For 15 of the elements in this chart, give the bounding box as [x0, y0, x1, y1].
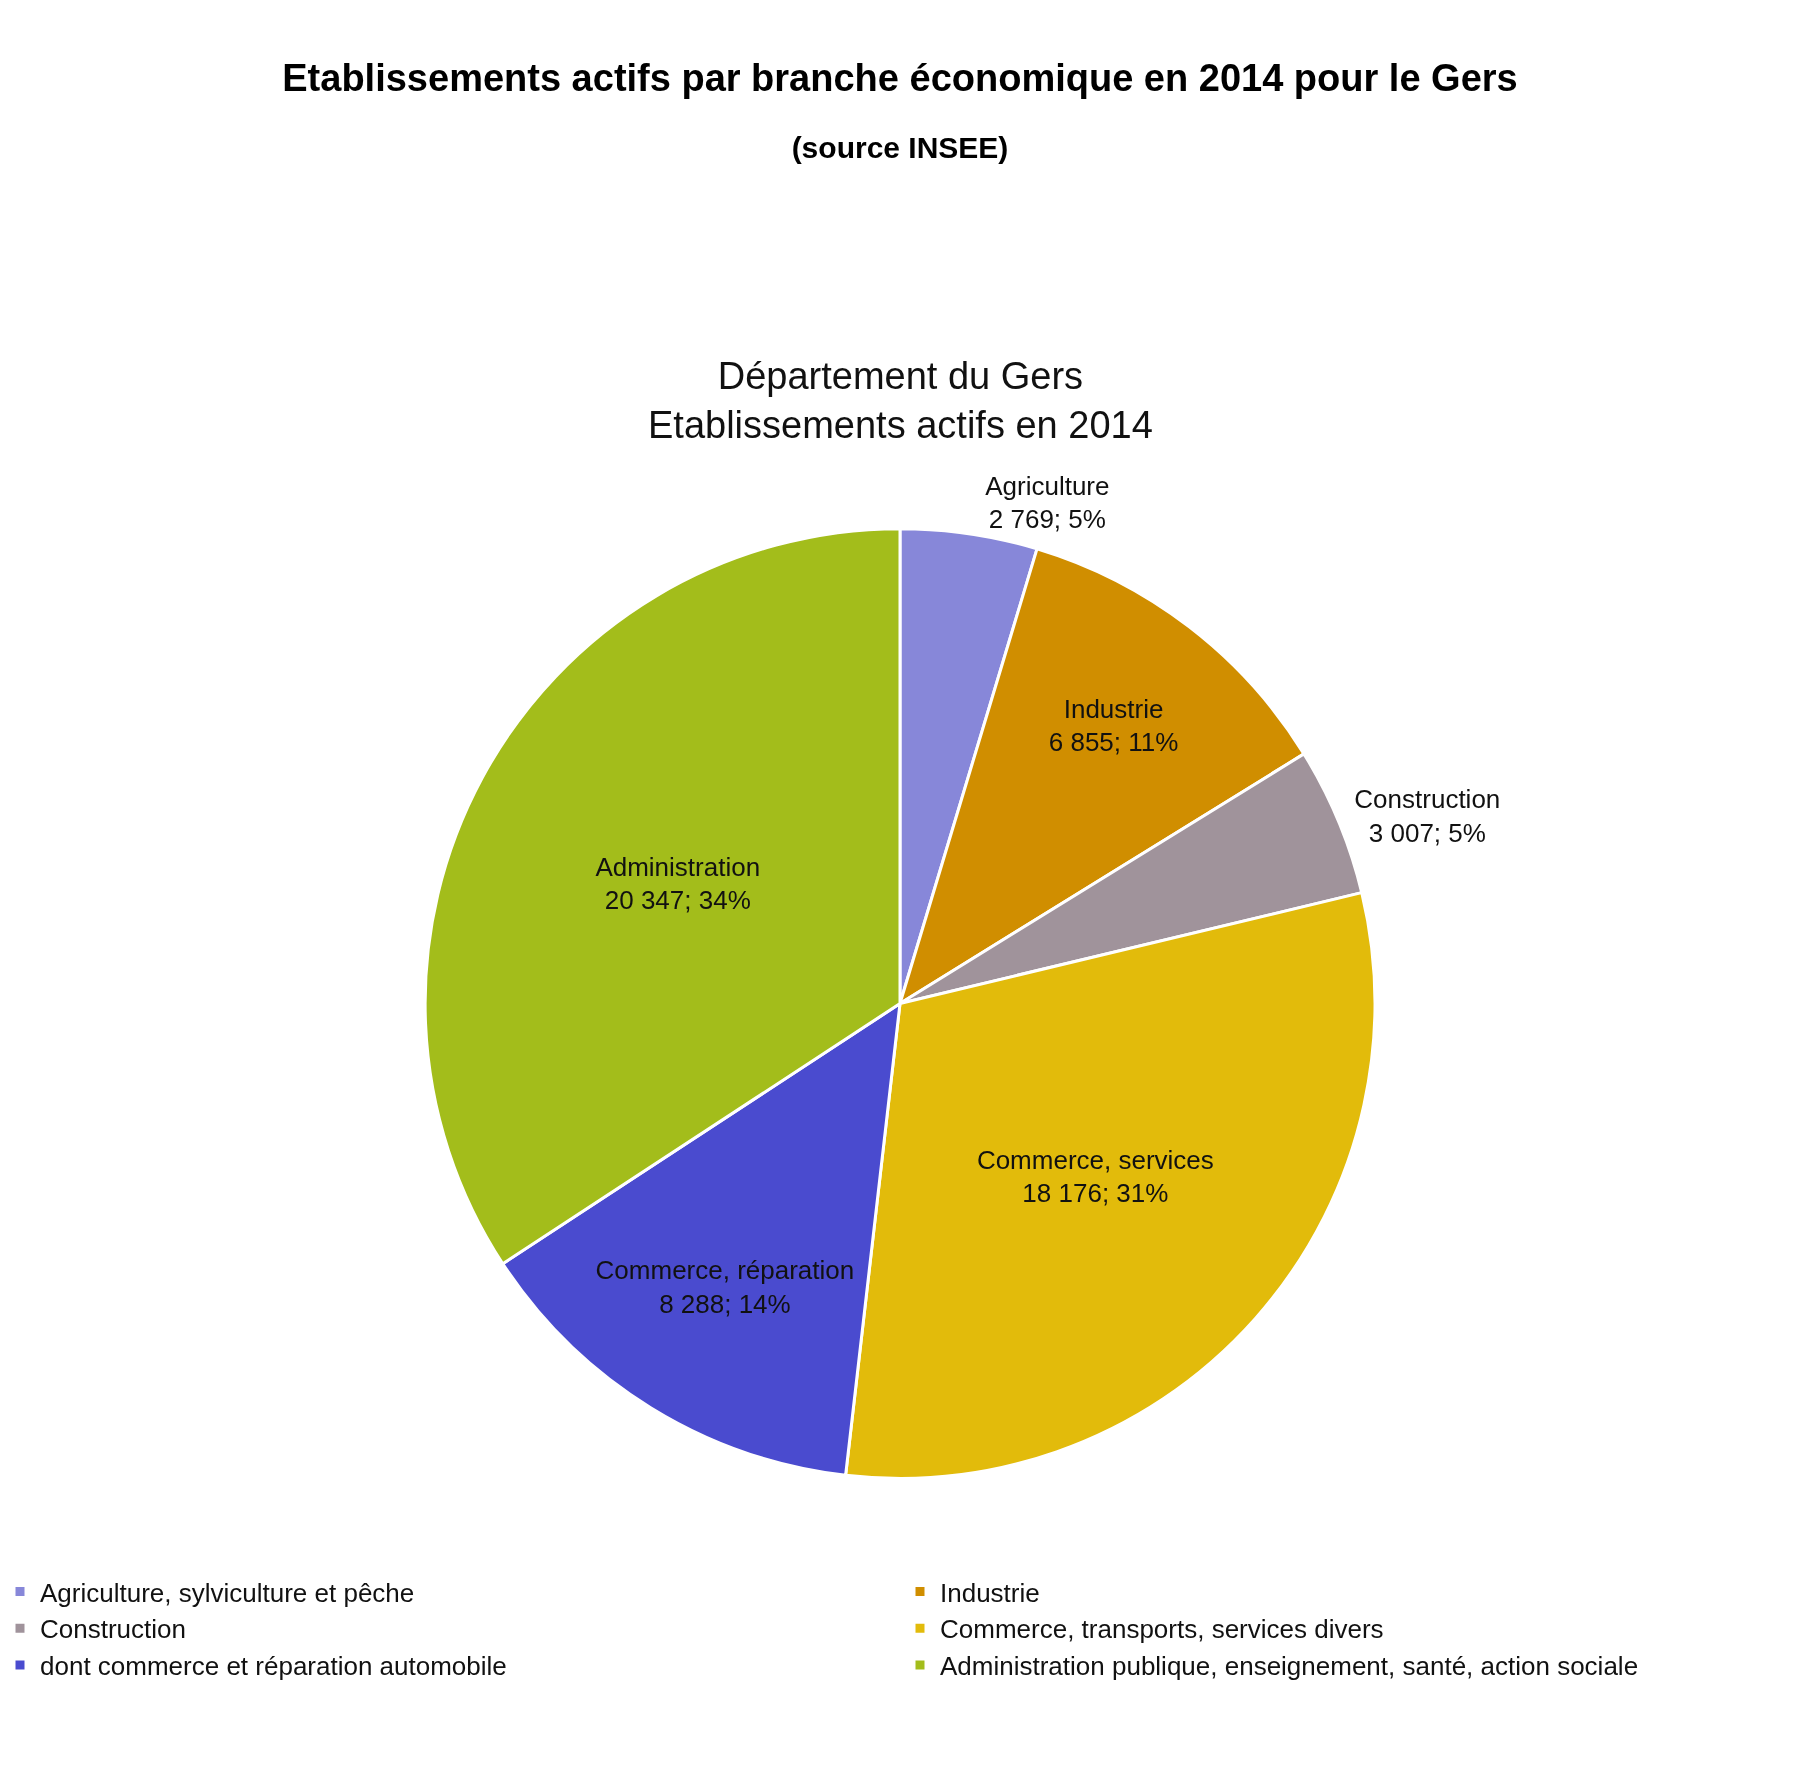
data-label: Construction 3 007; 5% [1354, 784, 1501, 849]
legend-label: dont commerce et réparation automobile [40, 1651, 507, 1682]
legend-label: Industrie [940, 1577, 1040, 1608]
data-label: Agriculture 2 769; 5% [985, 470, 1110, 535]
data-label: Industrie 6 855; 11% [1048, 693, 1179, 758]
chart-subtitle: (source INSEE) [791, 130, 1009, 164]
chart-title: Etablissements actifs par branche économique en 2014 pour le Gers [282, 57, 1518, 100]
data-label: Administration 20 347; 34% [595, 851, 761, 916]
data-label: Commerce, services 18 176; 31% [976, 1144, 1214, 1209]
data-label: Commerce, réparation 8 288; 14% [595, 1255, 855, 1320]
legend-label: Administration publique, enseignement, santé, action sociale [940, 1651, 1639, 1682]
text: Département du Gers Etablissements actifs en 2014 [648, 355, 1153, 447]
legend-label: Agriculture, sylviculture et pêche [40, 1577, 415, 1608]
legend-label: Construction [40, 1614, 186, 1645]
legend-label: Commerce, transports, services divers [940, 1614, 1384, 1645]
